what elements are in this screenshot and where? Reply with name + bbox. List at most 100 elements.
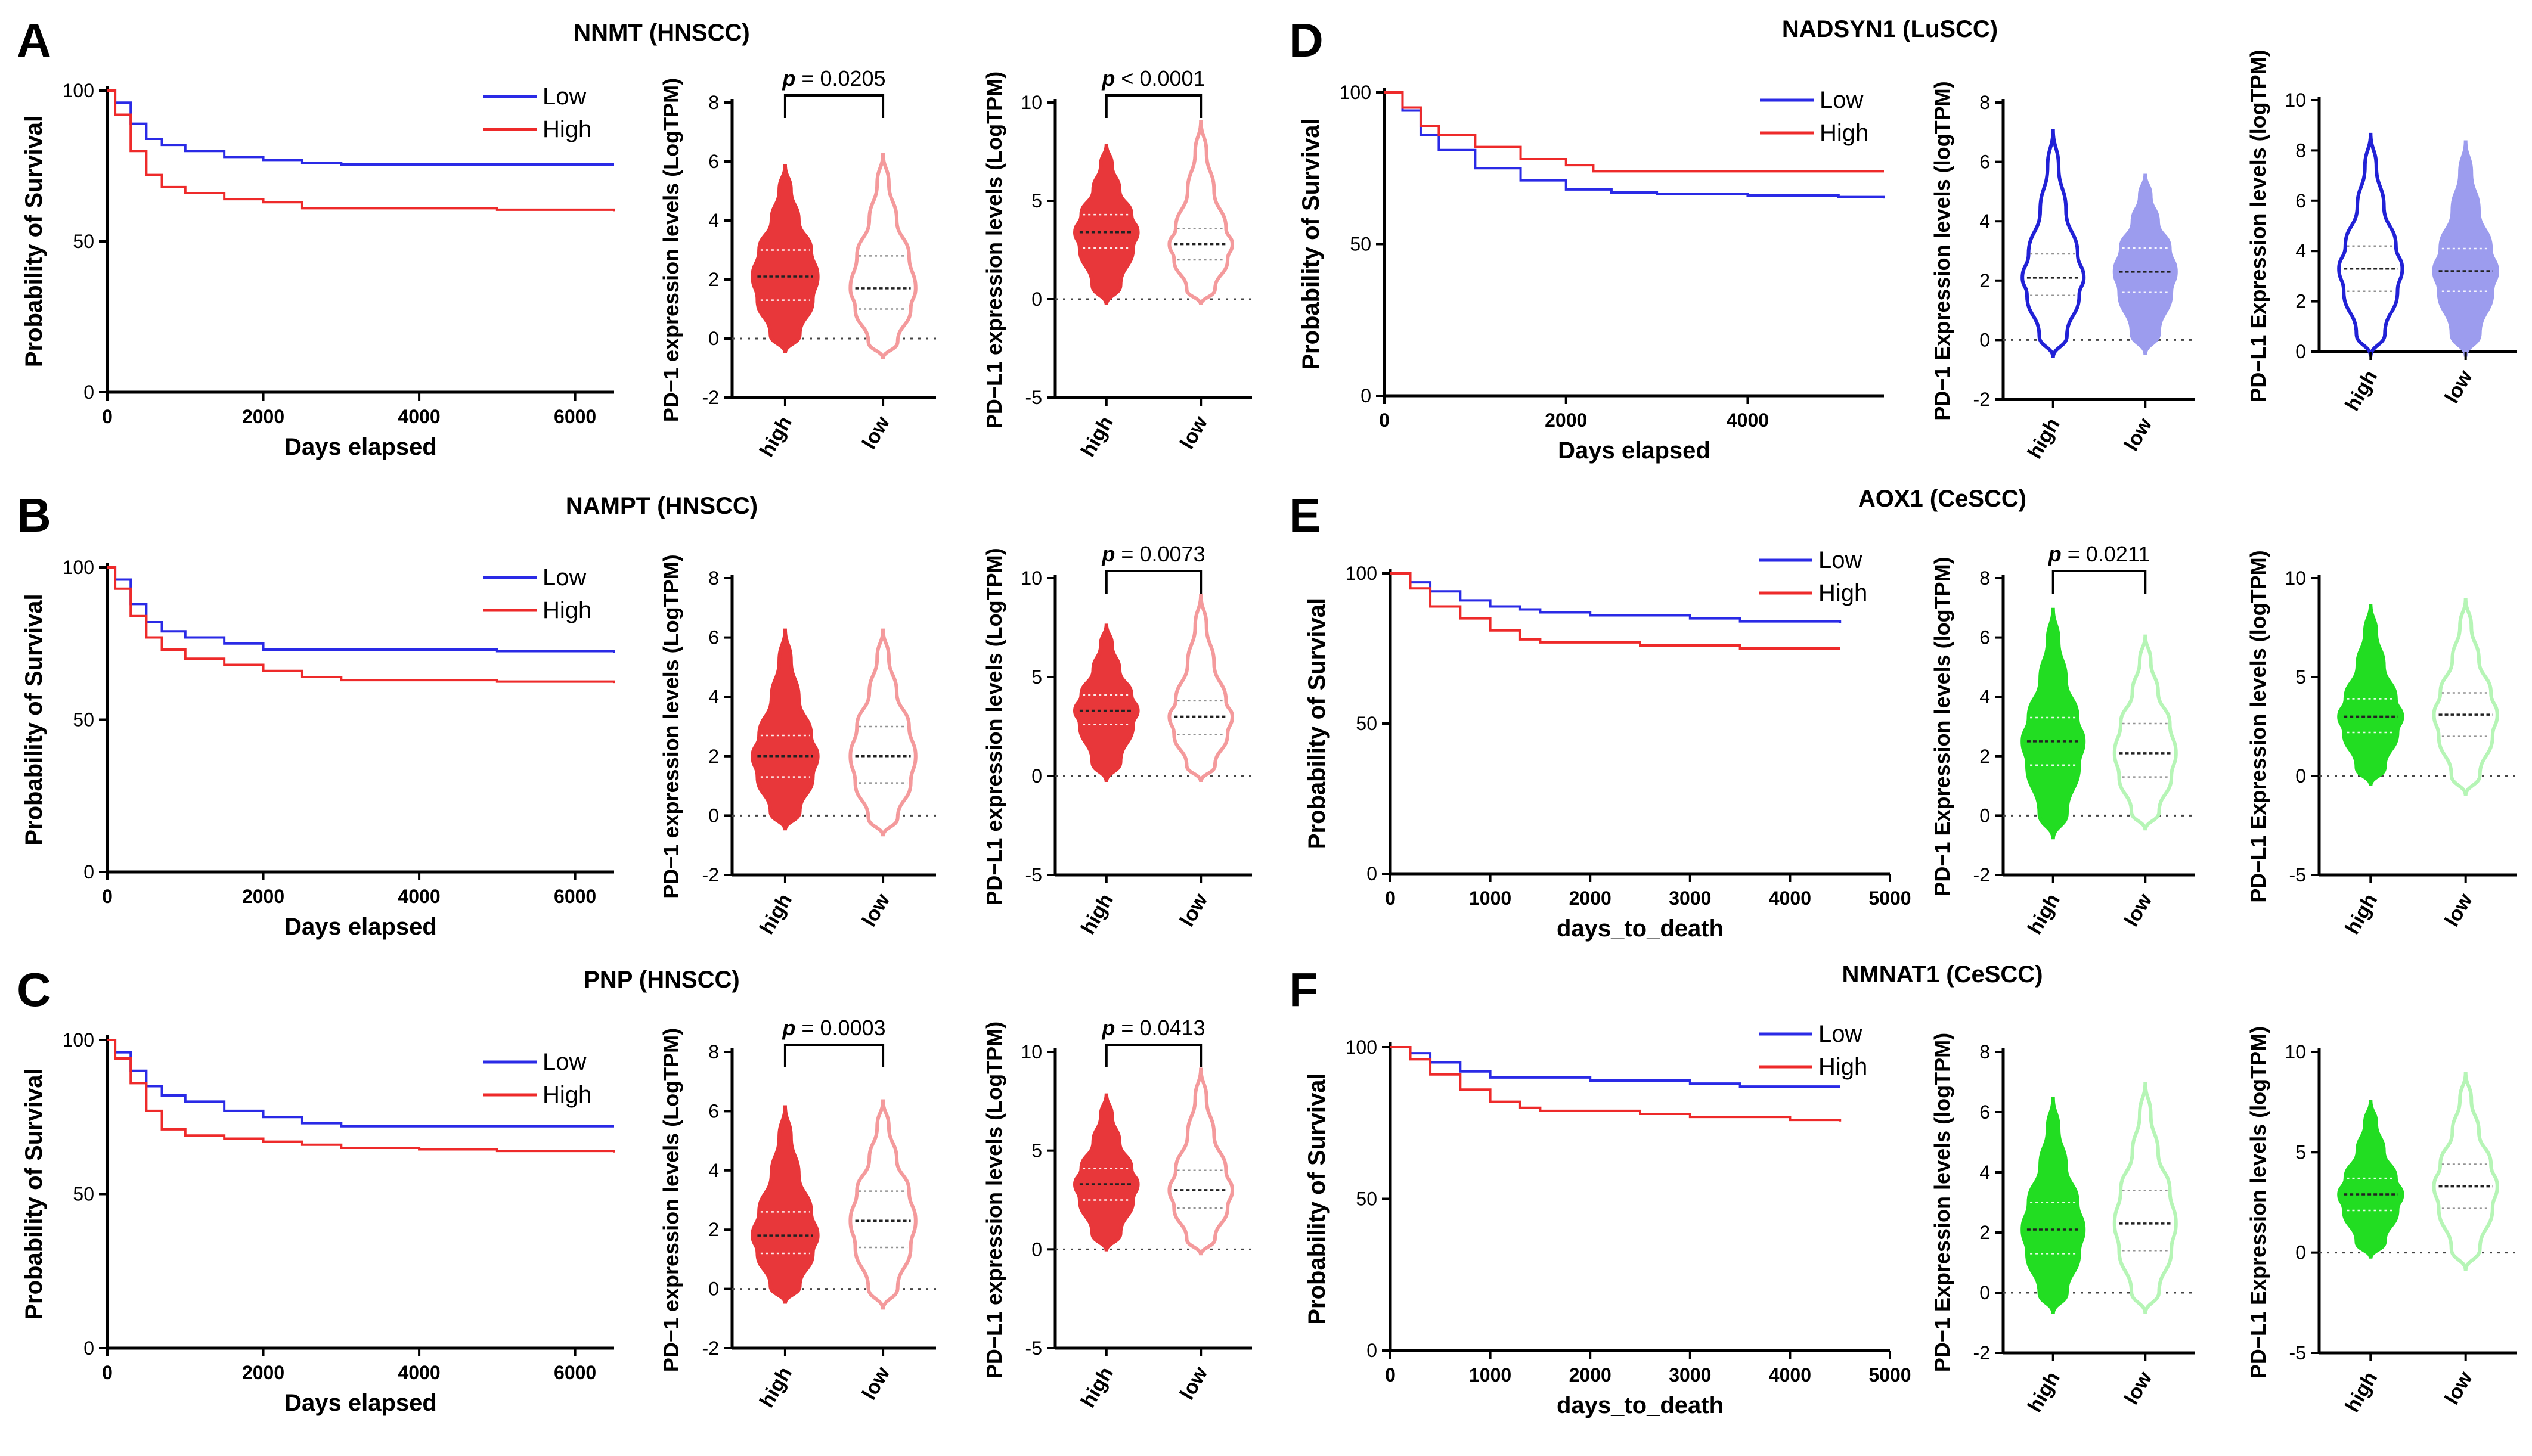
y-tick-label: 100 [63, 80, 94, 101]
x-tick-label: 6000 [554, 1362, 596, 1383]
x-tick-label: 4000 [398, 406, 440, 427]
panel-letter: A [17, 14, 51, 67]
violin-high [2020, 606, 2086, 840]
legend-label-low: Low [543, 1049, 586, 1075]
km-curve-low [1384, 91, 1885, 199]
y-axis-label: Probability of Survival [1298, 118, 1324, 370]
x-tick-label: 5000 [1868, 1364, 1911, 1386]
y-tick-label: 6 [708, 1100, 719, 1122]
y-tick-label: 0 [1360, 385, 1371, 406]
x-tick-label: 0 [102, 886, 113, 907]
chart-title: NADSYN1 (LuSCC) [1782, 16, 1998, 42]
violin-chart-B-pdl1: -5 0 5 10 PD−L1 expression levels (LogTPM) hi… [982, 542, 1252, 938]
p-value-label: p = 0.0003 [782, 1016, 885, 1040]
y-tick-label: 6 [1979, 627, 1990, 648]
x-tick-label: low [1176, 412, 1213, 454]
y-tick-label: 8 [708, 1041, 719, 1063]
y-tick-label: -2 [1973, 389, 1990, 410]
y-tick-label: 50 [73, 1184, 94, 1205]
y-tick-label: 4 [708, 210, 719, 231]
violin-high [751, 626, 820, 831]
y-tick-label: 2 [708, 269, 719, 290]
x-tick-label: high [1077, 890, 1118, 938]
x-tick-label: 4000 [1769, 1364, 1811, 1386]
y-tick-label: 0 [1031, 765, 1042, 787]
y-tick-label: 0 [83, 861, 94, 883]
y-tick-label: 2 [1979, 1222, 1990, 1243]
km-curve-high [107, 566, 615, 684]
y-tick-label: 2 [1979, 270, 1990, 291]
x-tick-label: low [1176, 1363, 1213, 1404]
x-tick-label: 2000 [1545, 409, 1587, 431]
x-tick-label: low [2440, 1368, 2477, 1409]
y-axis-label: PD−1 expression levels (LogTPM) [659, 1028, 683, 1372]
violin-low [848, 151, 918, 360]
y-tick-label: 0 [2295, 765, 2306, 787]
y-tick-label: 5 [1031, 1140, 1042, 1162]
x-tick-label: 3000 [1669, 887, 1711, 909]
y-tick-label: 8 [708, 92, 719, 113]
violin-high [1073, 1091, 1140, 1252]
x-tick-label: 4000 [1727, 409, 1769, 431]
y-axis-label: PD−1 Expression levels (logTPM) [1930, 1033, 1954, 1372]
km-curve-low [1390, 572, 1842, 623]
y-tick-label: 8 [1979, 567, 1990, 589]
significance-bracket [1105, 570, 1203, 594]
x-tick-label: 5000 [1868, 887, 1911, 909]
y-tick-label: 6 [2295, 190, 2306, 212]
x-tick-label: 6000 [554, 886, 596, 907]
x-tick-label: 2000 [1569, 887, 1611, 909]
x-tick-label: high [2023, 890, 2065, 938]
km-chart-A-km: A NNMT (HNSCC) 0 50 100 0 2000 4000 6000 Days ela… [17, 14, 750, 460]
y-tick-label: 0 [708, 1278, 719, 1300]
chart-title: NNMT (HNSCC) [574, 20, 750, 46]
x-tick-label: 2000 [242, 886, 284, 907]
x-tick-label: 0 [1385, 1364, 1396, 1386]
y-tick-label: 2 [1979, 746, 1990, 767]
km-curve-high [1390, 572, 1840, 650]
legend-label-high: High [543, 116, 591, 142]
y-tick-label: 10 [1021, 92, 1042, 113]
x-tick-label: low [2120, 414, 2157, 455]
panel-letter: F [1289, 963, 1318, 1016]
y-tick-label: 10 [2285, 1041, 2306, 1063]
x-tick-label: 0 [1385, 887, 1396, 909]
y-tick-label: 8 [2295, 139, 2306, 161]
km-curve-low [107, 1039, 614, 1128]
x-tick-label: 4000 [398, 886, 440, 907]
significance-bracket [783, 94, 885, 118]
y-axis-label: PD−L1 Expression levels (logTPM) [2246, 1026, 2270, 1379]
y-tick-label: 100 [1346, 563, 1377, 584]
y-tick-label: 0 [83, 381, 94, 403]
p-value-label: p < 0.0001 [1101, 66, 1205, 91]
significance-bracket [1105, 1044, 1203, 1067]
violin-low [2112, 1080, 2178, 1314]
y-tick-label: 8 [708, 567, 719, 589]
x-tick-label: 0 [102, 406, 113, 427]
y-tick-label: 8 [1979, 92, 1990, 113]
y-tick-label: 0 [708, 805, 719, 826]
panel-letter: C [17, 963, 51, 1016]
violin-high [2020, 1095, 2086, 1314]
km-curve-low [107, 89, 614, 166]
violin-high [1073, 142, 1140, 306]
x-tick-label: high [2341, 890, 2382, 938]
y-axis-label: PD−1 expression levels (LogTPM) [659, 554, 683, 898]
violin-high [751, 162, 820, 354]
x-tick-label: 2000 [242, 406, 284, 427]
x-tick-label: high [755, 1363, 797, 1411]
violin-high [2337, 602, 2404, 787]
y-tick-label: 4 [708, 686, 719, 707]
y-tick-label: 100 [63, 1029, 94, 1051]
x-tick-label: low [2120, 1368, 2157, 1409]
violin-chart-C-pdl1: -5 0 5 10 PD−L1 expression levels (LogTPM) hi… [982, 1016, 1252, 1411]
y-tick-label: 0 [1366, 1340, 1377, 1361]
x-tick-label: 3000 [1669, 1364, 1711, 1386]
y-tick-label: -5 [2289, 1342, 2306, 1364]
violin-chart-E-pd1: -2 0 2 4 6 8 PD−1 Expression levels (logTPM) hi… [1930, 542, 2195, 938]
x-axis-label: days_to_death [1557, 1392, 1724, 1418]
y-tick-label: 6 [708, 627, 719, 648]
violin-chart-A-pd1: -2 0 2 4 6 8 PD−1 expression levels (LogTPM) hi… [659, 66, 936, 461]
violin-chart-F-pdl1: -5 0 5 10 PD−L1 Expression levels (logTPM) hi… [2246, 1026, 2517, 1416]
